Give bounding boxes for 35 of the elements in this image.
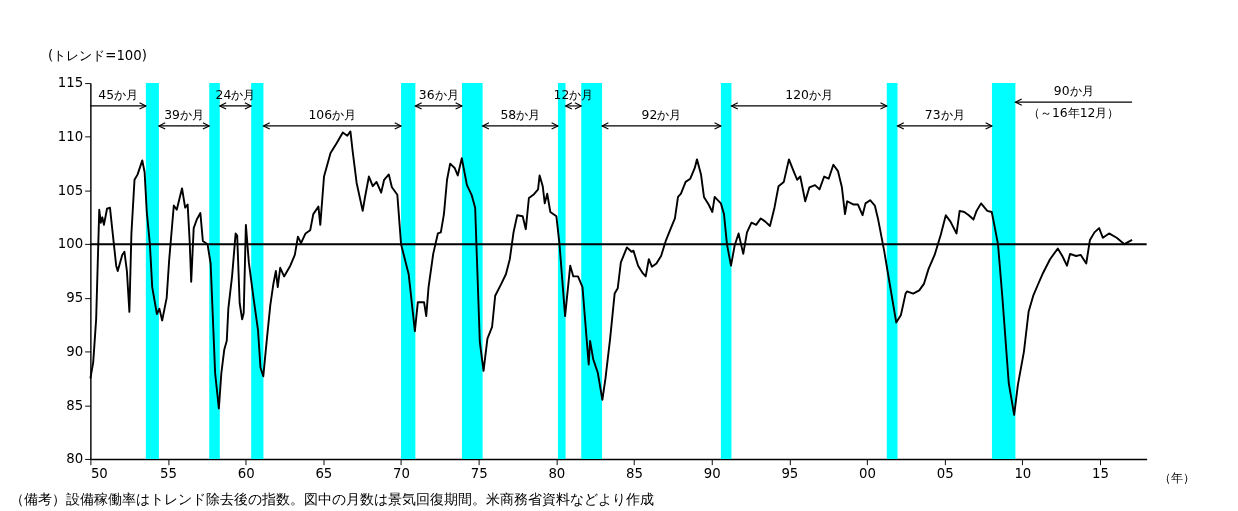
- x-tick-label: 60: [237, 465, 255, 481]
- y-tick-label: 105: [57, 182, 84, 198]
- y-tick-label: 95: [66, 290, 84, 306]
- x-tick-label: 00: [859, 465, 877, 481]
- annotation: 90か月: [1053, 84, 1094, 99]
- x-tick-label: 05: [936, 465, 954, 481]
- x-tick-label: 90: [703, 465, 721, 481]
- y-tick-label: 115: [57, 75, 84, 91]
- x-tick-label: 65: [315, 465, 333, 481]
- y-tick-label: 80: [66, 451, 84, 467]
- x-tick-label: 85: [626, 465, 644, 481]
- x-tick-label: 95: [781, 465, 799, 481]
- x-tick-label: 75: [470, 465, 488, 481]
- y-tick-label: 100: [57, 236, 84, 252]
- annotation: 45か月: [98, 88, 138, 103]
- text: （備考）設備稼働率はトレンド除去後の指数。図中の月数は景気回復期間。米商務省資料などより作成: [9, 490, 654, 507]
- annotation: 36か月: [418, 88, 459, 103]
- x-tick-label: 10: [1014, 465, 1032, 481]
- y-tick-label: 110: [57, 129, 84, 145]
- annotation: 120か月: [785, 88, 833, 103]
- x-tick-label: 55: [160, 465, 178, 481]
- annotation: 73か月: [924, 108, 965, 123]
- annotation: 58か月: [500, 108, 541, 123]
- y-tick-label: 90: [66, 343, 84, 359]
- x-tick-label: 50: [90, 465, 108, 481]
- annotation: 39か月: [164, 108, 204, 123]
- annotation: 106か月: [308, 108, 357, 123]
- x-tick-label: 15: [1092, 465, 1109, 481]
- annotation: （～16年12月）: [1027, 106, 1120, 121]
- x-axis-title: （年）: [1158, 471, 1195, 486]
- x-tick-label: 80: [548, 465, 566, 481]
- y-axis-title: (トレンド=100): [48, 47, 148, 63]
- annotation: 92か月: [641, 108, 682, 123]
- x-tick-label: 70: [393, 465, 411, 481]
- y-tick-label: 85: [66, 397, 84, 413]
